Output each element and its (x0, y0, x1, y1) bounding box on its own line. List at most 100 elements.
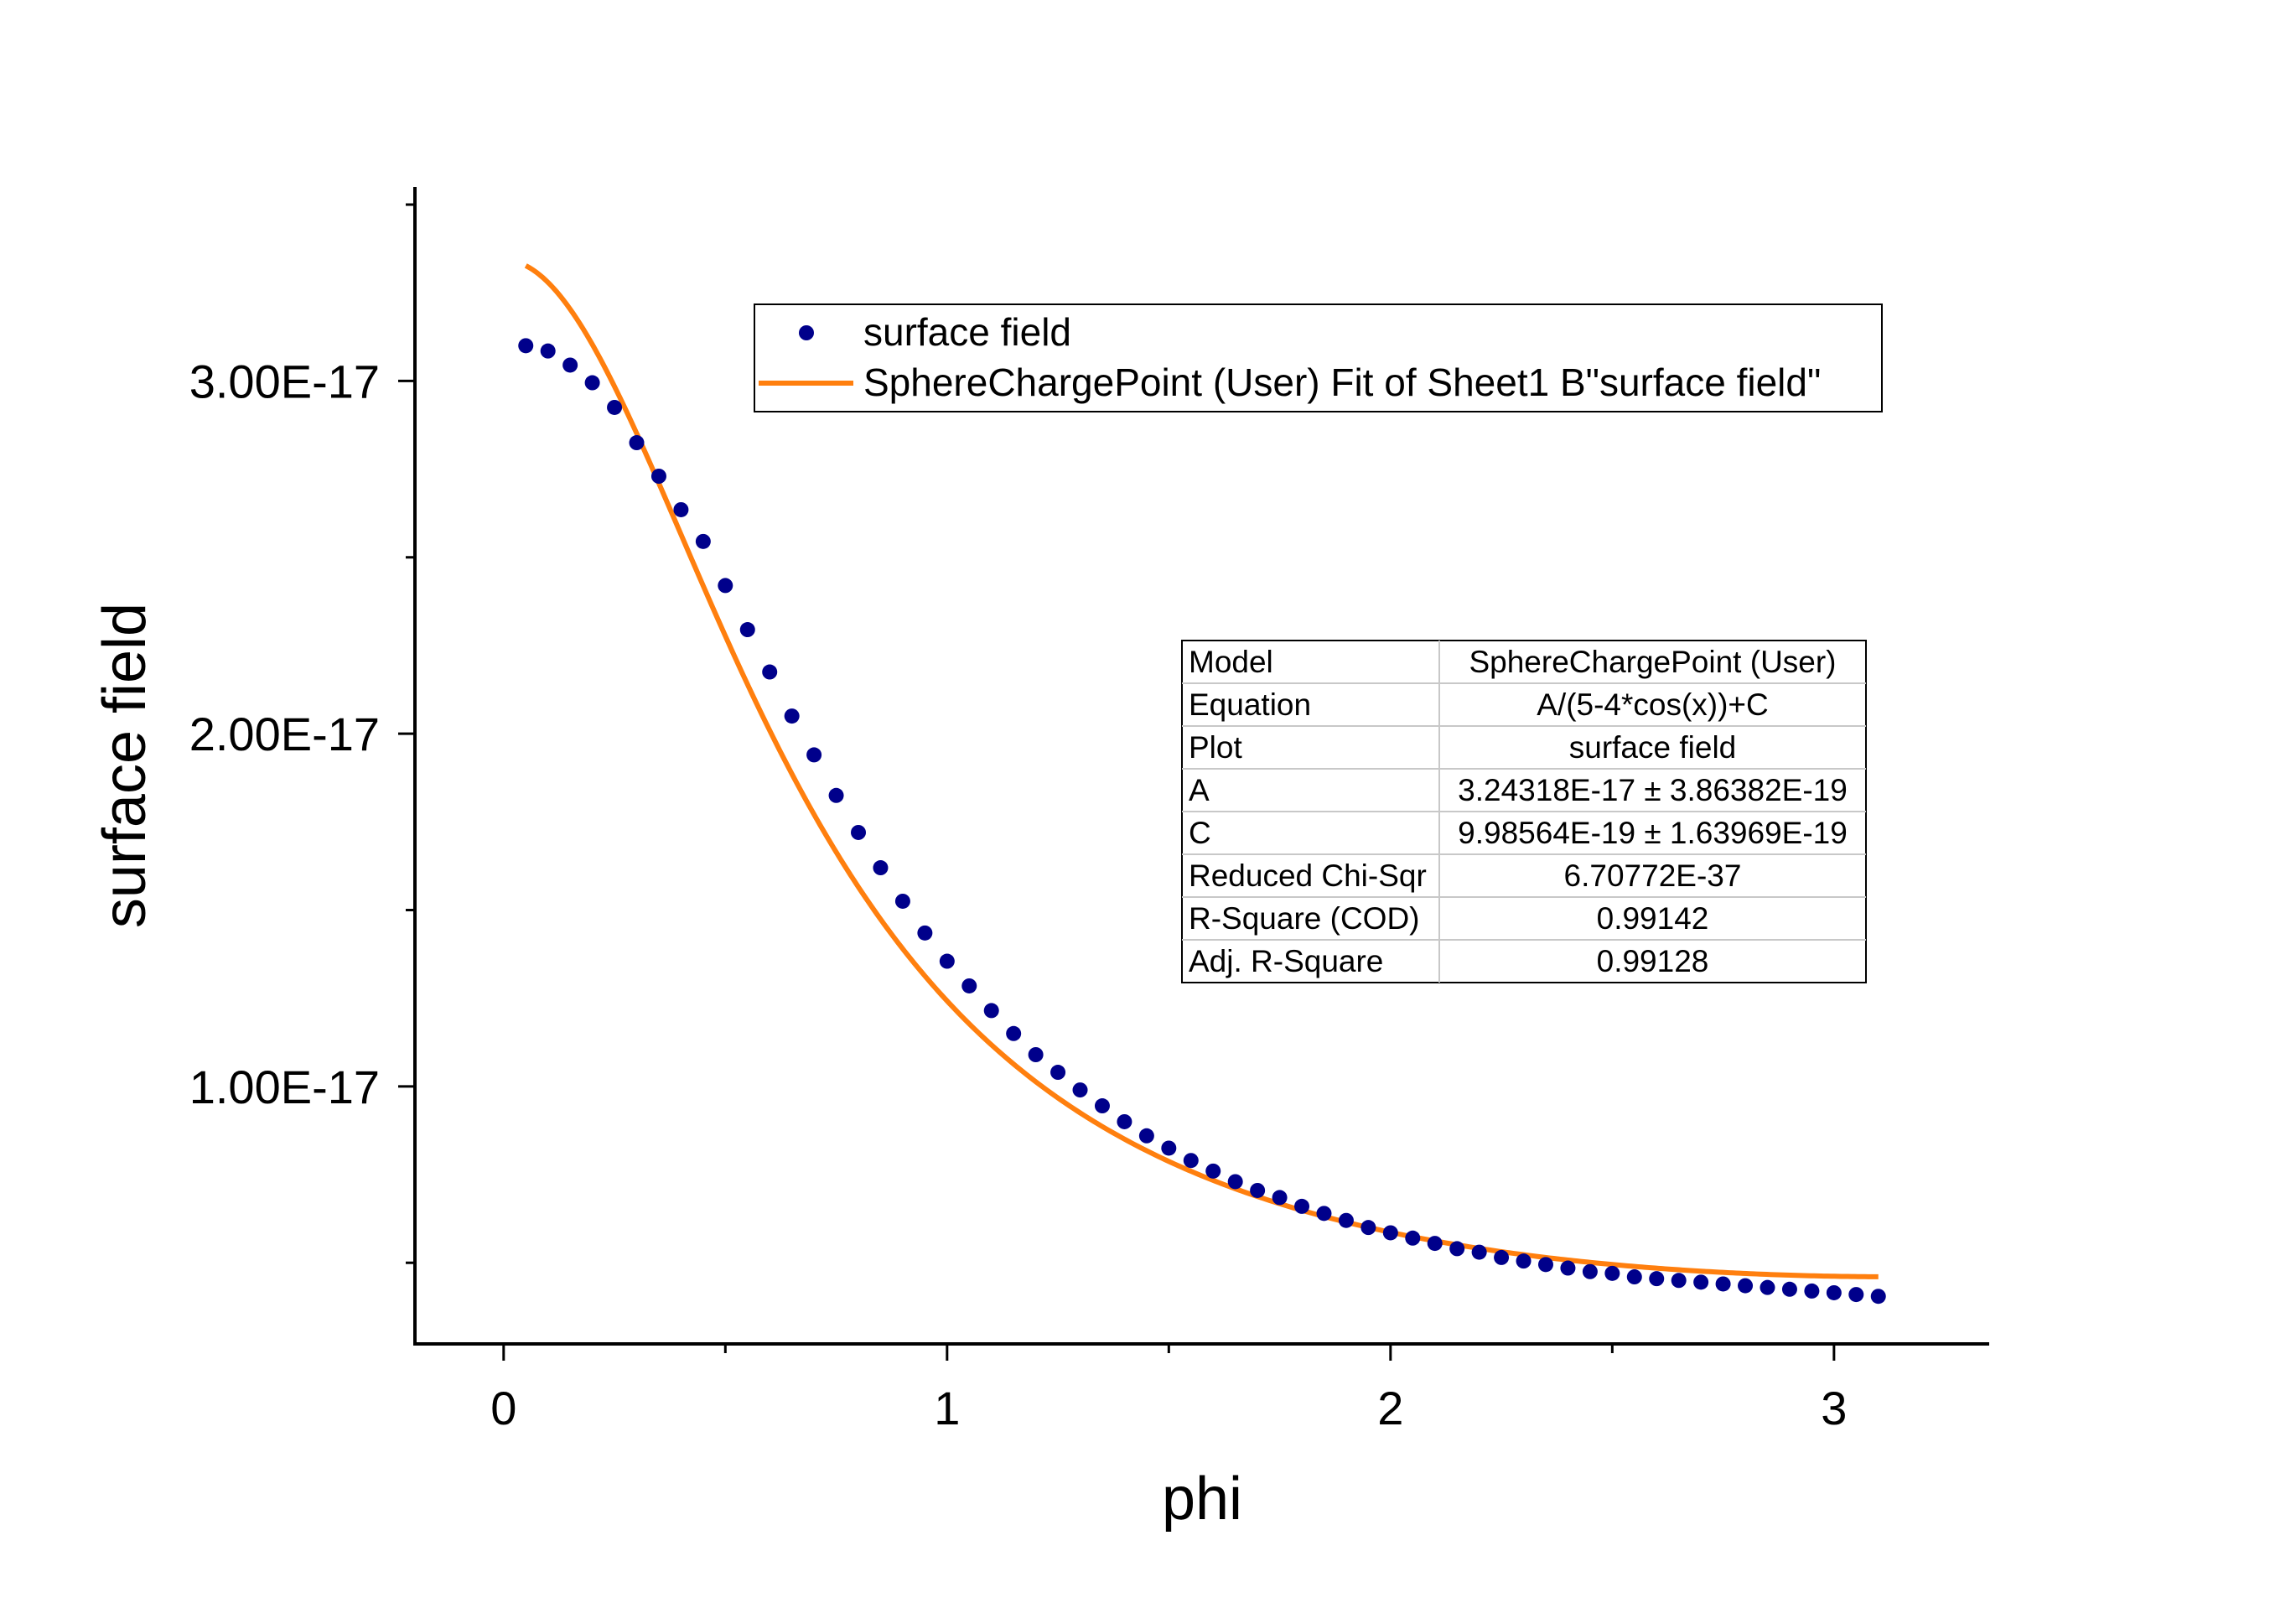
data-point (1117, 1113, 1132, 1129)
data-point (851, 824, 867, 840)
data-point (1338, 1212, 1354, 1228)
y-tick-label: 2.00E-17 (189, 708, 380, 760)
fit-table-label: A (1189, 773, 1210, 807)
data-point (1848, 1287, 1864, 1303)
data-point (607, 399, 623, 415)
data-point (1693, 1274, 1709, 1290)
data-point (1094, 1098, 1110, 1114)
data-point (1626, 1269, 1642, 1285)
data-point (1227, 1174, 1243, 1190)
data-point (695, 533, 711, 549)
data-point (1050, 1065, 1066, 1081)
data-point (1760, 1279, 1775, 1295)
data-point (1715, 1276, 1731, 1292)
data-point (1738, 1278, 1754, 1294)
data-point (1870, 1289, 1886, 1305)
fit-table-value: 9.98564E-19 ± 1.63969E-19 (1458, 816, 1848, 850)
data-point (828, 787, 844, 803)
data-point (939, 953, 955, 969)
data-point (629, 435, 645, 451)
fit-table-label: R-Square (COD) (1189, 901, 1420, 936)
fit-table-value: 0.99142 (1597, 901, 1709, 936)
data-point (1494, 1249, 1510, 1265)
data-point (1781, 1281, 1797, 1297)
data-point (1405, 1230, 1421, 1246)
fit-curve (524, 263, 1879, 1279)
data-point (518, 338, 534, 354)
data-point (673, 501, 689, 517)
data-point (961, 978, 977, 993)
data-point (1360, 1220, 1376, 1236)
data-point (650, 469, 666, 484)
data-point (540, 343, 556, 359)
fit-table-label: Adj. R-Square (1189, 944, 1383, 978)
x-tick-label: 2 (1377, 1382, 1403, 1434)
data-point (1471, 1244, 1487, 1260)
fit-table-value: 3.24318E-17 ± 3.86382E-19 (1458, 773, 1848, 807)
data-point (873, 860, 889, 876)
legend-label-fit: SphereChargePoint (User) Fit of Sheet1 B… (863, 361, 1821, 404)
data-point (1582, 1263, 1598, 1279)
data-point (1205, 1163, 1221, 1179)
legend-box (754, 303, 1883, 412)
x-tick-label: 1 (934, 1382, 960, 1434)
data-point (1161, 1140, 1177, 1156)
data-point (1072, 1082, 1088, 1098)
legend: surface field SphereChargePoint (User) F… (754, 303, 1883, 412)
data-point (1560, 1260, 1576, 1276)
data-point (1604, 1265, 1620, 1281)
x-tick-label: 0 (490, 1382, 516, 1434)
data-point (1826, 1284, 1842, 1300)
data-point (1516, 1253, 1532, 1269)
data-point (1671, 1273, 1687, 1289)
data-point (1449, 1241, 1465, 1257)
data-point (1316, 1206, 1332, 1222)
y-tick-label: 3.00E-17 (189, 355, 380, 407)
fit-table-value: SphereChargePoint (User) (1469, 645, 1836, 679)
legend-point-marker (799, 325, 814, 340)
fit-table-label: Equation (1189, 687, 1311, 722)
y-axis-title: surface field (91, 603, 158, 928)
x-ticks: 0 1 2 3 (490, 1344, 1847, 1434)
data-point (562, 357, 578, 373)
data-point (1427, 1236, 1443, 1252)
data-point (983, 1003, 999, 1019)
data-point (1382, 1225, 1398, 1241)
axes: 0 1 2 3 1.00E-17 2.00E-17 3.00E-17 (189, 187, 1989, 1434)
data-point (739, 622, 755, 638)
fit-results-table: Model SphereChargePoint (User) Equation A/(… (1181, 640, 1867, 983)
data-point (584, 375, 600, 391)
fit-table-value: 6.70772E-37 (1564, 858, 1742, 893)
fit-table-value: 0.99128 (1597, 944, 1709, 978)
data-points-layer (518, 338, 1886, 1305)
data-point (1294, 1198, 1310, 1214)
data-point (806, 747, 822, 763)
data-point (1804, 1283, 1820, 1299)
data-point (762, 664, 778, 680)
legend-label-surface-field: surface field (863, 310, 1071, 354)
data-point (1649, 1271, 1665, 1287)
data-point (718, 578, 733, 594)
fit-table-label: Reduced Chi-Sqr (1189, 858, 1427, 893)
data-point (894, 893, 910, 909)
data-point (1028, 1047, 1044, 1062)
data-point (1138, 1128, 1154, 1144)
fit-curve-layer (524, 263, 1879, 1279)
fit-table-label: Model (1189, 645, 1273, 679)
data-point (1250, 1182, 1266, 1198)
fit-table-value: A/(5-4*cos(x))+C (1537, 687, 1769, 722)
x-tick-label: 3 (1821, 1382, 1847, 1434)
data-point (1006, 1025, 1022, 1041)
data-point (1183, 1153, 1199, 1169)
fit-table-value: surface field (1569, 730, 1737, 765)
x-axis-title: phi (1162, 1465, 1242, 1533)
fit-table-label: C (1189, 816, 1211, 850)
data-point (917, 925, 933, 941)
y-tick-label: 1.00E-17 (189, 1061, 380, 1113)
data-point (1537, 1257, 1553, 1273)
fit-table-label: Plot (1189, 730, 1242, 765)
data-point (1272, 1190, 1288, 1206)
